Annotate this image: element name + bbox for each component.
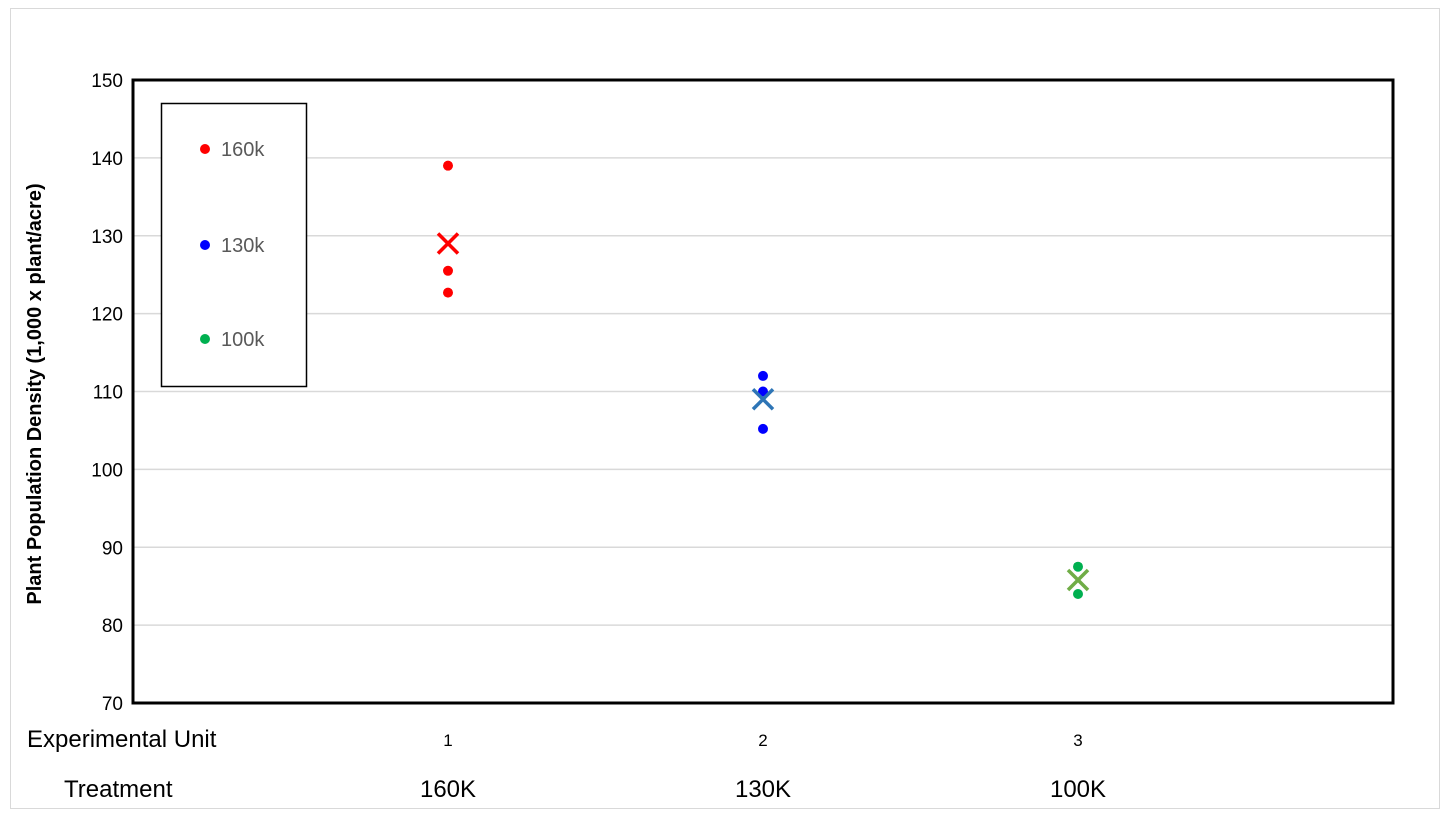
mean-marker-stroke-b xyxy=(436,232,460,255)
y-tick-label-120: 120 xyxy=(91,305,123,326)
mean-marker-130k xyxy=(751,388,775,411)
mean-marker-100k xyxy=(1066,568,1090,592)
x-category-labels: 1 160K 2 130K 3 100K xyxy=(420,731,1106,803)
legend-label-100k: 100k xyxy=(221,329,265,351)
y-tick-label-130: 130 xyxy=(91,227,123,248)
treatment-label-160K: 160K xyxy=(420,776,476,803)
experimental-unit-label-3: 3 xyxy=(1073,731,1082,750)
data-point-130k-2 xyxy=(758,386,768,397)
y-tick-label-140: 140 xyxy=(91,149,123,170)
y-tick-label-150: 150 xyxy=(91,71,123,92)
data-point-160k-2 xyxy=(443,265,453,276)
data-point-160k-1 xyxy=(443,160,453,171)
mean-marker-stroke-b xyxy=(751,388,775,411)
experimental-unit-row-label: Experimental Unit xyxy=(27,726,217,753)
legend: 160k 130k 100k xyxy=(160,102,308,388)
data-point-130k-3 xyxy=(758,423,768,434)
y-tick-label-80: 80 xyxy=(102,616,123,637)
treatment-row-label: Treatment xyxy=(64,776,173,803)
legend-marker-100k xyxy=(200,334,210,344)
legend-marker-160k xyxy=(200,144,210,154)
treatment-label-100K: 100K xyxy=(1050,776,1106,803)
y-tick-labels: 70 80 90 100 110 120 130 140 150 xyxy=(91,71,123,715)
data-point-100k-1 xyxy=(1073,561,1083,572)
mean-marker-stroke-b xyxy=(1066,568,1090,592)
y-tick-label-110: 110 xyxy=(93,383,123,404)
legend-box xyxy=(160,102,308,388)
plot-area-border xyxy=(131,78,1395,705)
y-axis-title: Plant Population Density (1,000 x plant/… xyxy=(24,183,46,604)
experimental-unit-label-2: 2 xyxy=(758,731,767,750)
legend-label-130k: 130k xyxy=(221,235,265,257)
y-tick-label-100: 100 xyxy=(91,460,123,481)
data-point-130k-1 xyxy=(758,370,768,381)
legend-label-160k: 160k xyxy=(221,139,265,161)
gridlines xyxy=(133,157,1393,626)
data-point-100k-2 xyxy=(1073,588,1083,599)
experimental-unit-label-1: 1 xyxy=(443,731,452,750)
treatment-label-130K: 130K xyxy=(735,776,791,803)
data-marks xyxy=(436,160,1090,599)
legend-marker-130k xyxy=(200,240,210,250)
data-point-160k-3 xyxy=(443,287,453,298)
y-tick-label-90: 90 xyxy=(102,538,123,559)
mean-marker-160k xyxy=(436,232,460,255)
y-tick-label-70: 70 xyxy=(102,694,123,715)
